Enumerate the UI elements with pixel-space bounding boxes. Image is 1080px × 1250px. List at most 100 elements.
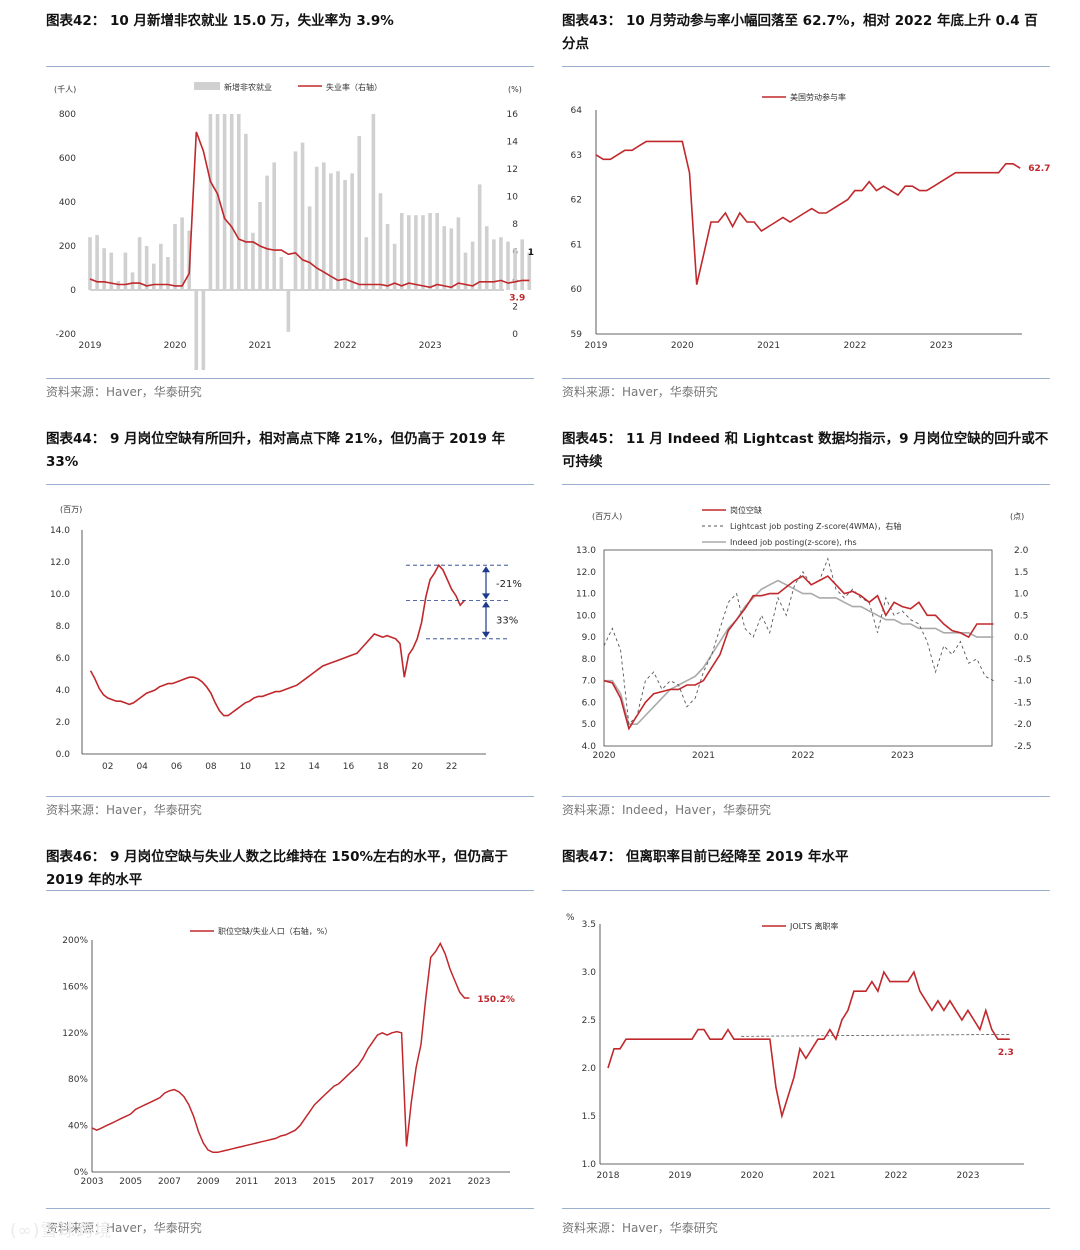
legend-label: 失业率（右轴） [326,82,382,92]
bar [109,252,114,290]
y-tick-label-right: 12 [507,165,518,175]
y-tick-label-right: -1.5 [1014,698,1032,708]
divider [46,66,534,67]
y-tick-label-right: 1.5 [1014,568,1028,578]
bar [279,257,284,290]
chart-title: 图表43： 10 月劳动参与率小幅回落至 62.7%，相对 2022 年底上升 … [562,13,1038,52]
x-tick-label: 18 [377,762,389,772]
source-note: 资料来源：Haver，华泰研究 [46,803,202,817]
chart-panel-45: 图表45： 11 月 Indeed 和 Lightcast 数据均指示，9 月岗… [562,428,1050,820]
y-tick-label: 59 [571,330,583,340]
x-tick-label: 2021 [813,1171,836,1181]
bar [215,114,220,290]
watermark: (∞)雪球跨境 [10,1221,113,1241]
bar [399,213,404,290]
x-tick-label: 2022 [792,751,815,761]
x-tick-label: 2023 [957,1171,980,1181]
x-tick-label: 2019 [669,1171,692,1181]
chart-panel-46: 图表46： 9 月岗位空缺与失业人数之比维持在 150%左右的水平，但仍高于 2… [46,846,534,1238]
x-tick-label: 2019 [79,341,102,351]
x-tick-label: 2022 [334,341,357,351]
bar [130,272,135,290]
divider [562,890,1050,891]
bar [343,180,347,290]
y-tick-label: 64 [571,106,583,116]
chart-title: 图表44： 9 月岗位空缺有所回升，相对高点下降 21%，但仍高于 2019 年… [46,431,506,470]
y-tick-label: 2.0 [582,1064,597,1074]
reference-line [741,1034,1012,1037]
y-tick-label-left: 400 [59,198,76,208]
bar [357,136,362,290]
bar [520,239,524,290]
y-tick-label: 60 [571,285,583,295]
bar [88,237,92,290]
bar [102,248,106,290]
bar [286,290,291,332]
divider [562,796,1050,797]
bar [95,235,99,290]
arrow-head [482,601,490,608]
bar [329,173,333,290]
x-tick-label: 2019 [585,341,608,351]
divider [46,796,534,797]
y-tick-label-right: 10 [507,193,519,203]
bar [194,290,199,370]
series-line-indeed [604,579,994,725]
y-tick-label-left: 8.0 [582,655,597,665]
bar [371,114,376,290]
source-note: 资料来源：Haver，华泰研究 [562,1221,718,1235]
x-tick-label: 04 [136,762,148,772]
x-tick-label: 2011 [235,1177,258,1187]
bar [265,175,269,290]
bar [293,151,298,290]
x-tick-label: 2013 [274,1177,297,1187]
bar [385,224,390,290]
data-label-payrolls: 150 [528,248,534,258]
y-tick-label: 63 [571,151,582,161]
legend-label: Lightcast job posting Z-score(4WMA)，右轴 [730,521,901,531]
x-tick-label: 2023 [468,1177,491,1187]
series-line-openings [603,575,994,731]
x-tick-label: 2021 [429,1177,452,1187]
source-note: 资料来源：Haver，华泰研究 [46,385,202,399]
source-note: 资料来源：Haver，华泰研究 [46,1221,202,1235]
y-axis-unit-left: (千人) [54,84,76,94]
bar [236,114,241,290]
y-axis-unit-right: (点) [1010,512,1024,521]
chart-46: 200% 160% 120% 80% 40% 0% 职位空缺/失业人口（右轴，%） 150.2… [62,926,515,1187]
y-tick-label: 12.0 [50,558,70,568]
legend-label: 新增非农就业 [224,82,272,92]
bar [392,243,397,290]
series-line-quits [607,970,1010,1120]
y-tick-label: 6.0 [56,654,71,664]
x-tick-label: 2021 [249,341,272,351]
bar [421,215,425,290]
y-tick-label: 1.0 [582,1160,597,1170]
y-tick-label-left: 6.0 [582,698,597,708]
bar [272,162,277,290]
y-tick-label-left: 7.0 [582,677,597,687]
source-note: 资料来源：Indeed，Haver，华泰研究 [562,803,771,817]
bar [435,213,439,290]
annotation-decline: -21% [496,579,522,590]
y-tick-label: 61 [571,240,582,250]
x-tick-label: 16 [343,762,355,772]
y-tick-label: 14.0 [50,526,70,536]
legend-label: 职位空缺/失业人口（右轴，%） [218,926,332,936]
x-tick-label: 2022 [843,341,866,351]
x-tick-label: 10 [240,762,252,772]
x-tick-label: 2023 [930,341,953,351]
y-tick-label: 0% [74,1168,89,1178]
x-tick-label: 2003 [81,1177,104,1187]
y-tick-label-right: -1.0 [1014,677,1032,687]
chart-42: (千人) (%) 新增非农就业 失业率（右轴） 800 600 400 200 0 -200 16 1… [54,82,534,370]
x-tick-label: 2021 [692,751,715,761]
chart-45: (百万人) (点) 13.0 12.0 11.0 10.0 9.0 8.0 7.0 6.0 5.0 4… [576,505,1032,761]
y-tick-label-left: 13.0 [576,546,596,556]
bar [477,184,482,290]
bar [123,252,128,290]
x-tick-label: 2023 [891,751,914,761]
bar [492,239,496,290]
bar [166,257,170,290]
x-tick-label: 2020 [741,1171,764,1181]
